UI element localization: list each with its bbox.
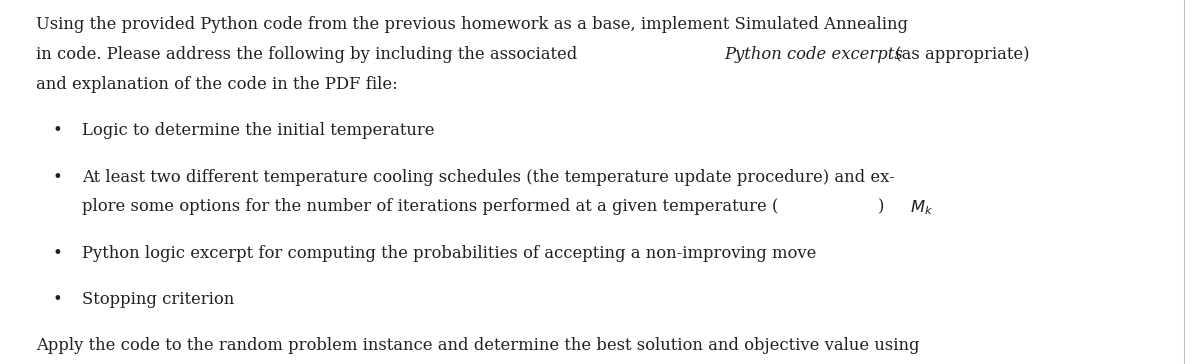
Text: (as appropriate): (as appropriate) xyxy=(890,46,1030,63)
Text: Using the provided Python code from the previous homework as a base, implement S: Using the provided Python code from the … xyxy=(36,16,908,33)
Text: •: • xyxy=(53,122,62,139)
Text: and explanation of the code in the PDF file:: and explanation of the code in the PDF f… xyxy=(36,76,397,93)
Text: Logic to determine the initial temperature: Logic to determine the initial temperatu… xyxy=(82,122,434,139)
Text: Stopping criterion: Stopping criterion xyxy=(82,291,234,308)
Text: ): ) xyxy=(878,198,884,215)
Text: Apply the code to the random problem instance and determine the best solution an: Apply the code to the random problem ins… xyxy=(36,337,919,354)
Text: •: • xyxy=(53,291,62,308)
Text: plore some options for the number of iterations performed at a given temperature: plore some options for the number of ite… xyxy=(82,198,778,215)
Text: •: • xyxy=(53,245,62,262)
Text: in code. Please address the following by including the associated: in code. Please address the following by… xyxy=(36,46,582,63)
Text: $M_k$: $M_k$ xyxy=(910,198,932,217)
Text: Python code excerpts: Python code excerpts xyxy=(725,46,904,63)
Text: Python logic excerpt for computing the probabilities of accepting a non-improvin: Python logic excerpt for computing the p… xyxy=(82,245,816,262)
Text: •: • xyxy=(53,169,62,186)
Text: At least two different temperature cooling schedules (the temperature update pro: At least two different temperature cooli… xyxy=(82,169,894,186)
